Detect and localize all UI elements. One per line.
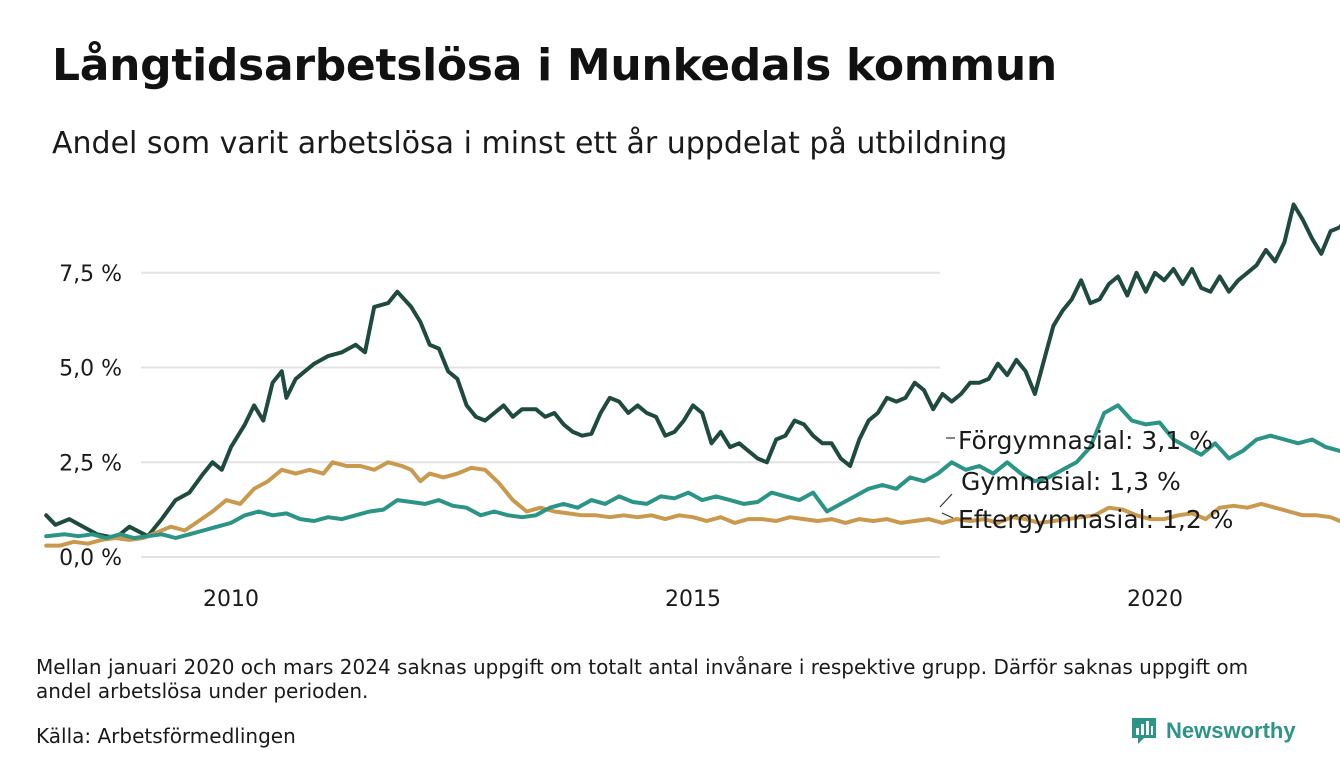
chart-title: Långtidsarbetslösa i Munkedals kommun [52, 40, 1057, 91]
y-tick-label: 7,5 % [59, 262, 122, 287]
bar-chart-speech-bubble-icon [1132, 718, 1156, 744]
series-label-forgymnasial: Förgymnasial: 3,1 % [958, 426, 1213, 455]
label-leader-line [941, 512, 954, 519]
series-line-forgymnasial [44, 202, 1340, 540]
label-leader-line [939, 493, 953, 508]
x-tick-label: 2015 [665, 587, 721, 612]
y-tick-label: 2,5 % [59, 451, 122, 476]
line-chart: 0,0 %2,5 %5,0 %7,5 %201020152020maj 2025… [44, 202, 1340, 612]
series-line-gymnasial [44, 460, 1340, 548]
series-line-eftergymnasial [44, 403, 1340, 540]
x-tick-label: 2020 [1127, 587, 1183, 612]
brand-logo: Newsworthy [1130, 716, 1296, 746]
series-label-gymnasial: Gymnasial: 1,3 % [961, 467, 1181, 496]
footnote: Mellan januari 2020 och mars 2024 saknas… [36, 655, 1249, 703]
y-tick-label: 5,0 % [59, 357, 122, 382]
brand-name: Newsworthy [1166, 718, 1296, 743]
y-tick-label: 0,0 % [59, 546, 122, 571]
series-label-eftergymnasial: Eftergymnasial: 1,2 % [958, 505, 1233, 534]
x-tick-label: 2010 [203, 587, 259, 612]
chart-subtitle: Andel som varit arbetslösa i minst ett å… [52, 126, 1008, 161]
source-text: Källa: Arbetsförmedlingen [36, 724, 296, 748]
